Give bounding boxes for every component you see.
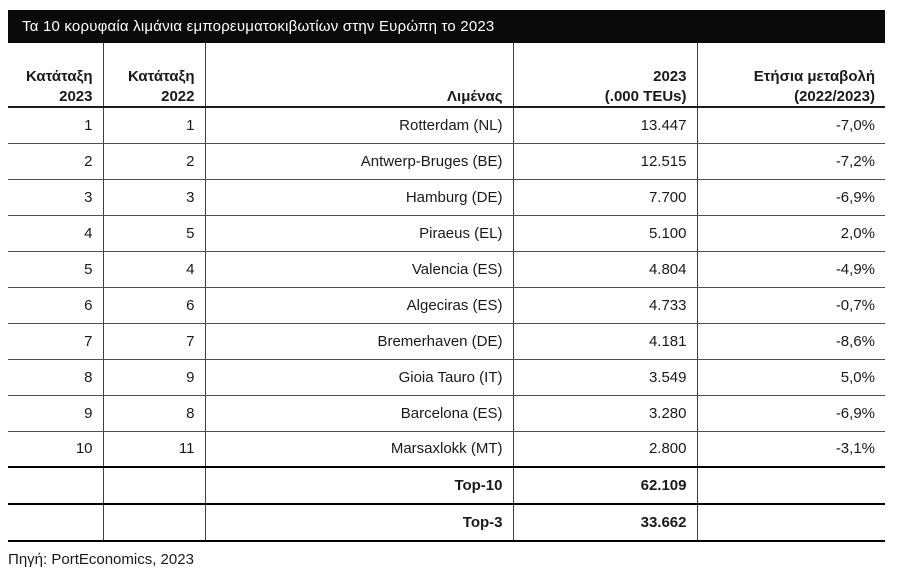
change-cell: -4,9% xyxy=(696,251,885,288)
change-cell: -6,9% xyxy=(696,179,885,216)
port-cell: Algeciras (ES) xyxy=(204,287,513,324)
rank-2023-cell: 7 xyxy=(8,323,103,360)
table-row: 1 1 Rotterdam (NL) 13.447 -7,0% xyxy=(8,107,885,144)
port-cell: Rotterdam (NL) xyxy=(204,107,513,144)
change-cell: -3,1% xyxy=(696,431,885,468)
change-cell: -7,2% xyxy=(696,143,885,180)
port-cell: Antwerp-Bruges (BE) xyxy=(204,143,513,180)
rank-2022-cell: 6 xyxy=(102,287,205,324)
teu-cell: 4.733 xyxy=(512,287,697,324)
source-note: Πηγή: PortEconomics, 2023 xyxy=(8,551,194,568)
teu-cell: 3.549 xyxy=(512,359,697,396)
teu-cell: 13.447 xyxy=(512,107,697,144)
rank-2023-cell: 3 xyxy=(8,179,103,216)
rank-2022-cell: 4 xyxy=(102,251,205,288)
table-row: 9 8 Barcelona (ES) 3.280 -6,9% xyxy=(8,395,885,432)
change-cell: -6,9% xyxy=(696,395,885,432)
header-rank-2023: Κατάταξη 2023 xyxy=(8,43,103,108)
empty-cell xyxy=(102,504,205,542)
table-row: 3 3 Hamburg (DE) 7.700 -6,9% xyxy=(8,179,885,216)
teu-cell: 2.800 xyxy=(512,431,697,468)
change-cell: -8,6% xyxy=(696,323,885,360)
port-cell: Valencia (ES) xyxy=(204,251,513,288)
rank-2022-cell: 8 xyxy=(102,395,205,432)
rank-2022-cell: 5 xyxy=(102,215,205,252)
summary-row-top3: Top-3 33.662 xyxy=(8,504,885,542)
teu-cell: 12.515 xyxy=(512,143,697,180)
summary-row-top10: Top-10 62.109 xyxy=(8,467,885,505)
empty-cell xyxy=(8,467,103,505)
table-row: 7 7 Bremerhaven (DE) 4.181 -8,6% xyxy=(8,323,885,360)
empty-cell xyxy=(102,467,205,505)
ports-table: Κατάταξη 2023 Κατάταξη 2022 Λιμένας 2023… xyxy=(8,43,885,542)
table-title: Τα 10 κορυφαία λιμάνια εμπορευματοκιβωτί… xyxy=(22,18,495,35)
rank-2023-cell: 8 xyxy=(8,359,103,396)
summary-teu-cell: 62.109 xyxy=(512,467,697,505)
rank-2023-cell: 9 xyxy=(8,395,103,432)
rank-2023-cell: 6 xyxy=(8,287,103,324)
rank-2023-cell: 1 xyxy=(8,107,103,144)
port-cell: Gioia Tauro (IT) xyxy=(204,359,513,396)
rank-2023-cell: 5 xyxy=(8,251,103,288)
empty-cell xyxy=(696,504,885,542)
rank-2023-cell: 4 xyxy=(8,215,103,252)
rank-2023-cell: 10 xyxy=(8,431,103,468)
rank-2022-cell: 1 xyxy=(102,107,205,144)
rank-2022-cell: 11 xyxy=(102,431,205,468)
table-title-bar: Τα 10 κορυφαία λιμάνια εμπορευματοκιβωτί… xyxy=(8,10,885,43)
rank-2022-cell: 2 xyxy=(102,143,205,180)
header-port: Λιμένας xyxy=(204,43,513,108)
table-row: 5 4 Valencia (ES) 4.804 -4,9% xyxy=(8,251,885,288)
table-row: 10 11 Marsaxlokk (MT) 2.800 -3,1% xyxy=(8,431,885,468)
teu-cell: 7.700 xyxy=(512,179,697,216)
ports-table-document: Τα 10 κορυφαία λιμάνια εμπορευματοκιβωτί… xyxy=(8,10,885,568)
table-row: 4 5 Piraeus (EL) 5.100 2,0% xyxy=(8,215,885,252)
port-cell: Marsaxlokk (MT) xyxy=(204,431,513,468)
empty-cell xyxy=(8,504,103,542)
header-row: Κατάταξη 2023 Κατάταξη 2022 Λιμένας 2023… xyxy=(8,43,885,108)
port-cell: Hamburg (DE) xyxy=(204,179,513,216)
table-row: 6 6 Algeciras (ES) 4.733 -0,7% xyxy=(8,287,885,324)
summary-teu-cell: 33.662 xyxy=(512,504,697,542)
teu-cell: 3.280 xyxy=(512,395,697,432)
table-row: 8 9 Gioia Tauro (IT) 3.549 5,0% xyxy=(8,359,885,396)
header-change: Ετήσια μεταβολή (2022/2023) xyxy=(696,43,885,108)
change-cell: 2,0% xyxy=(696,215,885,252)
summary-label: Top-10 xyxy=(204,467,513,505)
port-cell: Bremerhaven (DE) xyxy=(204,323,513,360)
header-teus: 2023 (.000 TEUs) xyxy=(512,43,697,108)
port-cell: Barcelona (ES) xyxy=(204,395,513,432)
rank-2022-cell: 3 xyxy=(102,179,205,216)
summary-label: Top-3 xyxy=(204,504,513,542)
empty-cell xyxy=(696,467,885,505)
change-cell: 5,0% xyxy=(696,359,885,396)
rank-2022-cell: 9 xyxy=(102,359,205,396)
change-cell: -7,0% xyxy=(696,107,885,144)
change-cell: -0,7% xyxy=(696,287,885,324)
table-row: 2 2 Antwerp-Bruges (BE) 12.515 -7,2% xyxy=(8,143,885,180)
teu-cell: 4.804 xyxy=(512,251,697,288)
port-cell: Piraeus (EL) xyxy=(204,215,513,252)
rank-2023-cell: 2 xyxy=(8,143,103,180)
teu-cell: 4.181 xyxy=(512,323,697,360)
rank-2022-cell: 7 xyxy=(102,323,205,360)
header-rank-2022: Κατάταξη 2022 xyxy=(102,43,205,108)
teu-cell: 5.100 xyxy=(512,215,697,252)
